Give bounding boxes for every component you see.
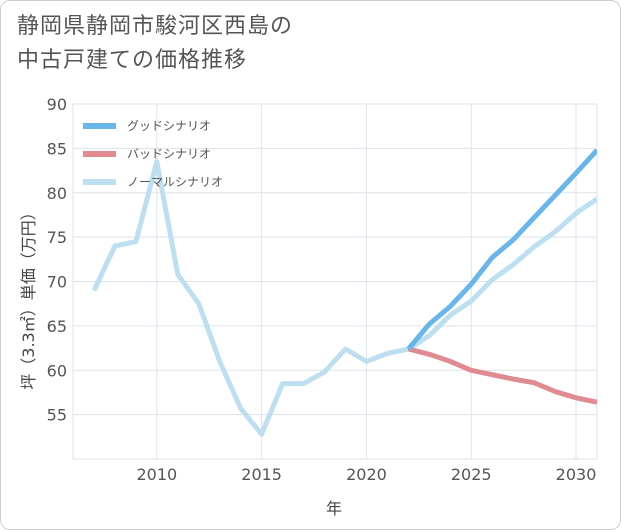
x-axis-label: 年 xyxy=(326,499,342,518)
axis-ticks: 55 60 65 70 75 80 85 90 2010 2015 2020 2025 2030 xyxy=(47,95,597,484)
chart-title: 静岡県静岡市駿河区西島の 中古戸建ての価格推移 xyxy=(17,10,577,78)
y-tick-label: 80 xyxy=(47,184,67,203)
bad-scenario-line xyxy=(407,346,597,405)
legend-good-scenario: グッドシナリオ xyxy=(83,119,211,133)
x-tick-label: 2020 xyxy=(346,465,387,484)
y-tick-label: 90 xyxy=(47,95,67,114)
x-tick-label: 2015 xyxy=(241,465,282,484)
y-tick-label: 75 xyxy=(47,228,67,247)
x-tick-label: 2030 xyxy=(556,465,597,484)
legend-bad-scenario: バッドシナリオ xyxy=(83,147,211,161)
normal-scenario-line xyxy=(91,159,597,437)
y-tick-label: 55 xyxy=(47,406,67,425)
y-tick-label: 70 xyxy=(47,273,67,292)
legend-normal-scenario: ノーマルシナリオ xyxy=(83,175,223,189)
y-axis-label: 坪（3.3㎡）単価（万円） xyxy=(19,204,38,389)
chart-title-line-2: 中古戸建ての価格推移 xyxy=(17,48,248,73)
chart-title-line-1: 静岡県静岡市駿河区西島の xyxy=(17,14,294,39)
x-tick-label: 2010 xyxy=(136,465,177,484)
good-scenario-line xyxy=(406,148,597,351)
x-tick-label: 2025 xyxy=(451,465,492,484)
series-lines xyxy=(91,148,597,437)
legend-label: バッドシナリオ xyxy=(127,147,211,161)
y-tick-label: 65 xyxy=(47,317,67,336)
y-tick-label: 60 xyxy=(47,361,67,380)
y-tick-label: 85 xyxy=(47,139,67,158)
legend-label: ノーマルシナリオ xyxy=(127,175,223,189)
legend-label: グッドシナリオ xyxy=(127,119,211,133)
